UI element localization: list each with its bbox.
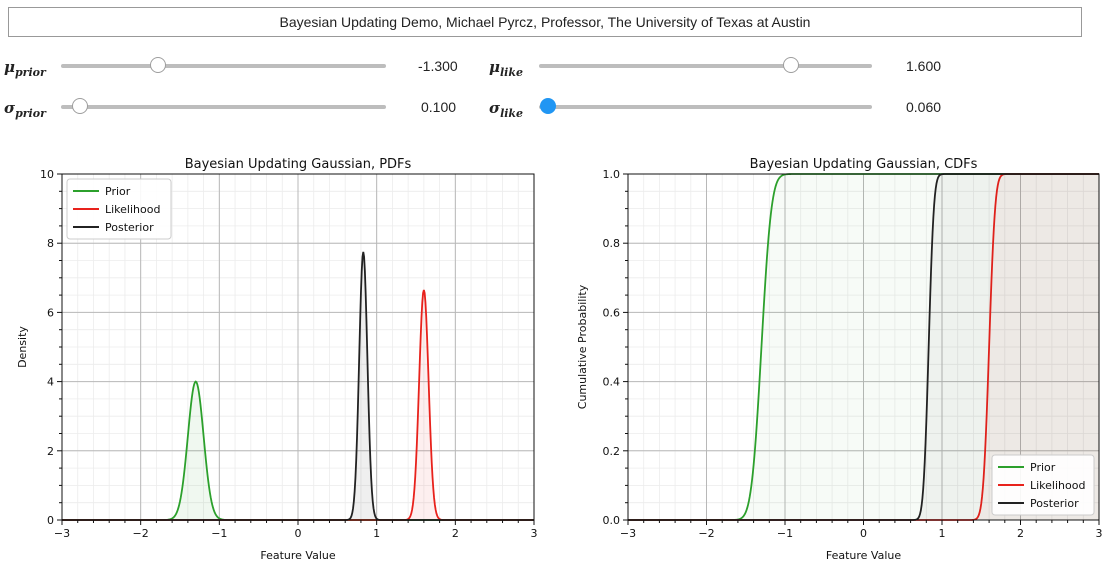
slider-sigma-prior-value[interactable]: 0.100 (421, 99, 457, 115)
x-tick-label: −3 (620, 527, 636, 540)
legend-label-posterior: Posterior (1030, 497, 1079, 510)
y-tick-label: 8 (47, 237, 54, 250)
slider-sigma-prior: σprior 0.100 (0, 98, 480, 120)
legend: Prior Likelihood Posterior (991, 454, 1095, 516)
chart-cdf: −3 −2 −1 0 1 2 3 0.0 0.2 0.4 0.6 0.8 1.0 Bayesian Upd… (576, 157, 1103, 562)
slider-mu-prior-track[interactable] (61, 57, 386, 73)
slider-sigma-like: σlike 0.060 (0, 98, 1000, 120)
slider-sigma-like-handle[interactable] (540, 98, 556, 114)
legend-label-likelihood: Likelihood (105, 203, 160, 216)
legend-label-prior: Prior (1030, 461, 1056, 474)
slider-sigma-like-track[interactable] (539, 98, 872, 114)
x-tick-label: 1 (939, 527, 946, 540)
x-tick-label: 2 (1017, 527, 1024, 540)
y-tick-label: 6 (47, 306, 54, 319)
app-title-box: Bayesian Updating Demo, Michael Pyrcz, P… (8, 7, 1082, 37)
x-tick-label: −2 (698, 527, 714, 540)
app-title: Bayesian Updating Demo, Michael Pyrcz, P… (279, 14, 811, 30)
slider-mu-prior-handle[interactable] (149, 57, 166, 73)
slider-mu-like-label: μlike (489, 58, 523, 79)
chart-pdf: −3 −2 −1 0 1 2 3 0 2 4 6 8 10 Bayesian Updating Gauss… (16, 157, 538, 562)
y-tick-label: 0.4 (603, 376, 621, 389)
y-tick-label: 1.0 (603, 168, 621, 181)
series-fill-prior (628, 174, 1099, 520)
y-tick-label: 0.8 (603, 237, 621, 250)
legend-box (66, 178, 172, 240)
slider-mu-like-track[interactable] (539, 57, 872, 73)
slider-mu-like-handle[interactable] (783, 57, 800, 73)
y-axis-label: Density (16, 326, 29, 368)
legend-label-likelihood: Likelihood (1030, 479, 1085, 492)
x-tick-label: 3 (1096, 527, 1103, 540)
y-tick-label: 0.6 (603, 306, 621, 319)
x-axis-label: Feature Value (260, 549, 336, 562)
legend: Prior Likelihood Posterior (66, 178, 172, 240)
slider-mu-prior-value[interactable]: -1.300 (418, 58, 458, 74)
slider-mu-like: μlike 1.600 (0, 57, 1000, 79)
slider-sigma-prior-handle[interactable] (72, 98, 89, 114)
chart-title: Bayesian Updating Gaussian, PDFs (185, 157, 412, 172)
x-tick-label: −1 (777, 527, 793, 540)
series-fill-posterior (628, 174, 1099, 520)
x-tick-label: 2 (452, 527, 459, 540)
x-tick-label: −1 (211, 527, 227, 540)
x-tick-label: −2 (133, 527, 149, 540)
chart-title: Bayesian Updating Gaussian, CDFs (750, 157, 978, 172)
slider-mu-prior-label: μprior (4, 58, 46, 79)
legend-box (991, 454, 1095, 516)
slider-sigma-like-label: σlike (489, 99, 524, 120)
x-tick-label: −3 (54, 527, 70, 540)
x-tick-label: 0 (295, 527, 302, 540)
slider-sigma-prior-label: σprior (4, 99, 46, 120)
y-tick-label: 0.2 (603, 445, 621, 458)
slider-sigma-prior-track[interactable] (61, 98, 386, 114)
y-tick-label: 0.0 (603, 514, 621, 527)
y-tick-label: 4 (47, 376, 54, 389)
slider-mu-prior: μprior -1.300 (0, 57, 480, 79)
y-tick-label: 10 (40, 168, 54, 181)
y-tick-label: 2 (47, 445, 54, 458)
legend-label-posterior: Posterior (105, 221, 154, 234)
legend-label-prior: Prior (105, 185, 131, 198)
y-axis-label: Cumulative Probability (576, 284, 589, 409)
slider-sigma-like-value[interactable]: 0.060 (906, 99, 942, 115)
y-tick-label: 0 (47, 514, 54, 527)
x-tick-label: 1 (373, 527, 380, 540)
x-tick-label: 0 (860, 527, 867, 540)
slider-mu-like-value[interactable]: 1.600 (906, 58, 942, 74)
x-axis-label: Feature Value (826, 549, 902, 562)
x-tick-label: 3 (531, 527, 538, 540)
